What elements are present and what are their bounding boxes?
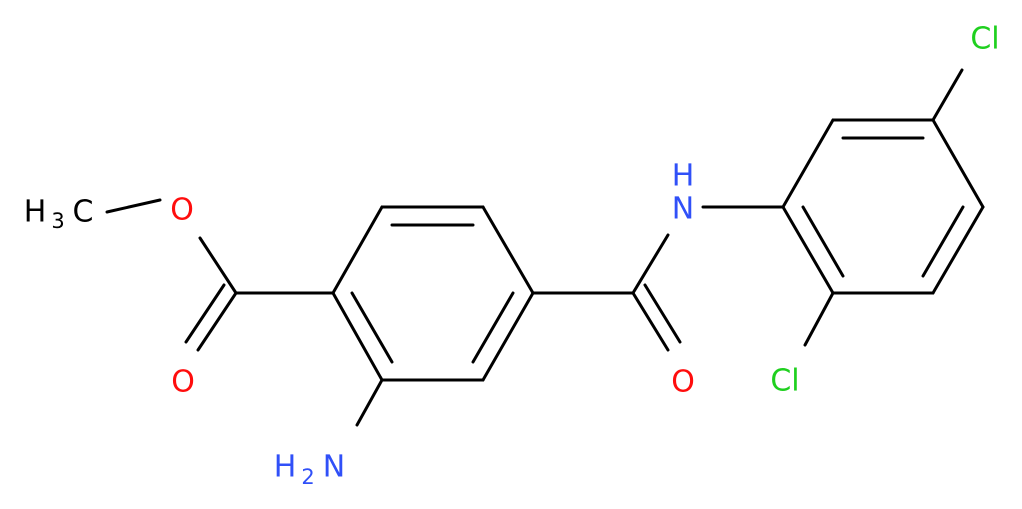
atom-label: H: [24, 195, 47, 230]
atom-label: O: [170, 193, 194, 228]
atom-label: O: [171, 365, 195, 400]
atom-label: C: [73, 195, 94, 230]
bonds: [105, 68, 985, 427]
atom-subscript: 2: [301, 465, 314, 489]
atom-label: Cl: [970, 22, 999, 57]
atom-label: N: [672, 192, 694, 227]
atom-label: H: [672, 159, 695, 194]
atom-label: Cl: [770, 364, 799, 399]
atom-label: H: [274, 450, 297, 485]
atom-label: N: [323, 450, 345, 485]
atom-label: O: [671, 365, 695, 400]
atom-subscript: 3: [51, 209, 64, 233]
